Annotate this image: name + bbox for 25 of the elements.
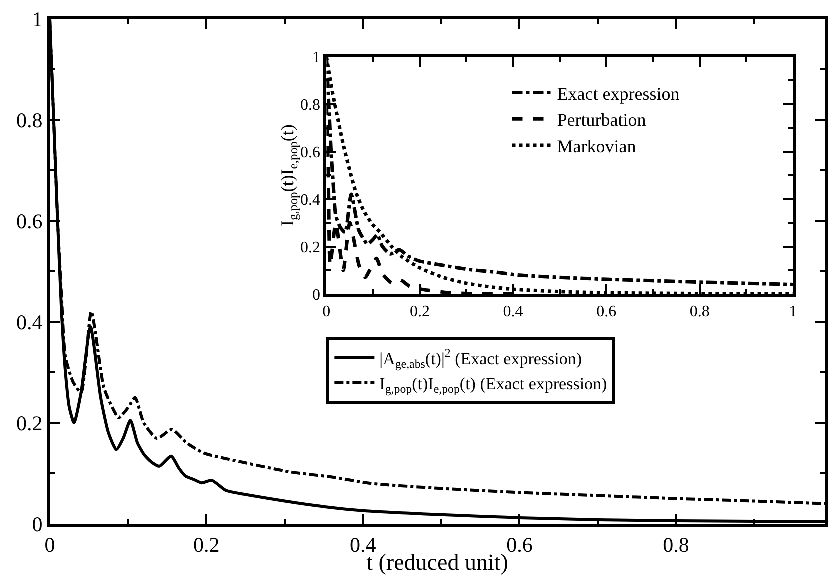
y-tick-label: 0.4 bbox=[300, 192, 320, 209]
y-tick-label: 0.6 bbox=[300, 144, 320, 162]
x-tick-label: 0.4 bbox=[503, 303, 524, 320]
y-tick-label: 1 bbox=[32, 7, 43, 32]
y-tick-label: 0 bbox=[312, 286, 320, 304]
x-tick-label: 0.8 bbox=[663, 533, 690, 558]
x-tick-label: 0.2 bbox=[193, 533, 220, 558]
legend-label: Exact expression bbox=[557, 84, 680, 104]
x-tick-label: 0.8 bbox=[690, 303, 710, 320]
legend-label: |A$_{ge,abs}$(t)|$^{2}$ (Exact expression) bbox=[380, 346, 582, 371]
legend-label: I$_{g,pop}$(t)I$_{e,pop}$(t) (Exact expression) bbox=[380, 374, 608, 396]
y-tick-label: 0.2 bbox=[16, 411, 43, 436]
y-tick-label: 0.8 bbox=[16, 108, 43, 132]
x-tick-label: 0.4 bbox=[350, 533, 377, 558]
y-tick-label: 0.6 bbox=[16, 209, 43, 234]
legend-label: Perturbation bbox=[557, 110, 646, 130]
y-tick-label: 0.8 bbox=[300, 96, 320, 114]
x-tick-label: 1 bbox=[789, 303, 798, 320]
x-tick-label: 0.2 bbox=[410, 303, 430, 320]
y-tick-label: 1 bbox=[312, 49, 320, 66]
y-tick-label: 0.2 bbox=[300, 239, 320, 256]
x-tick-label: 0.6 bbox=[596, 303, 617, 320]
y-tick-label: 0 bbox=[32, 512, 43, 536]
x-tick-label: 0.6 bbox=[506, 533, 533, 558]
legend-label: Markovian bbox=[557, 136, 636, 157]
